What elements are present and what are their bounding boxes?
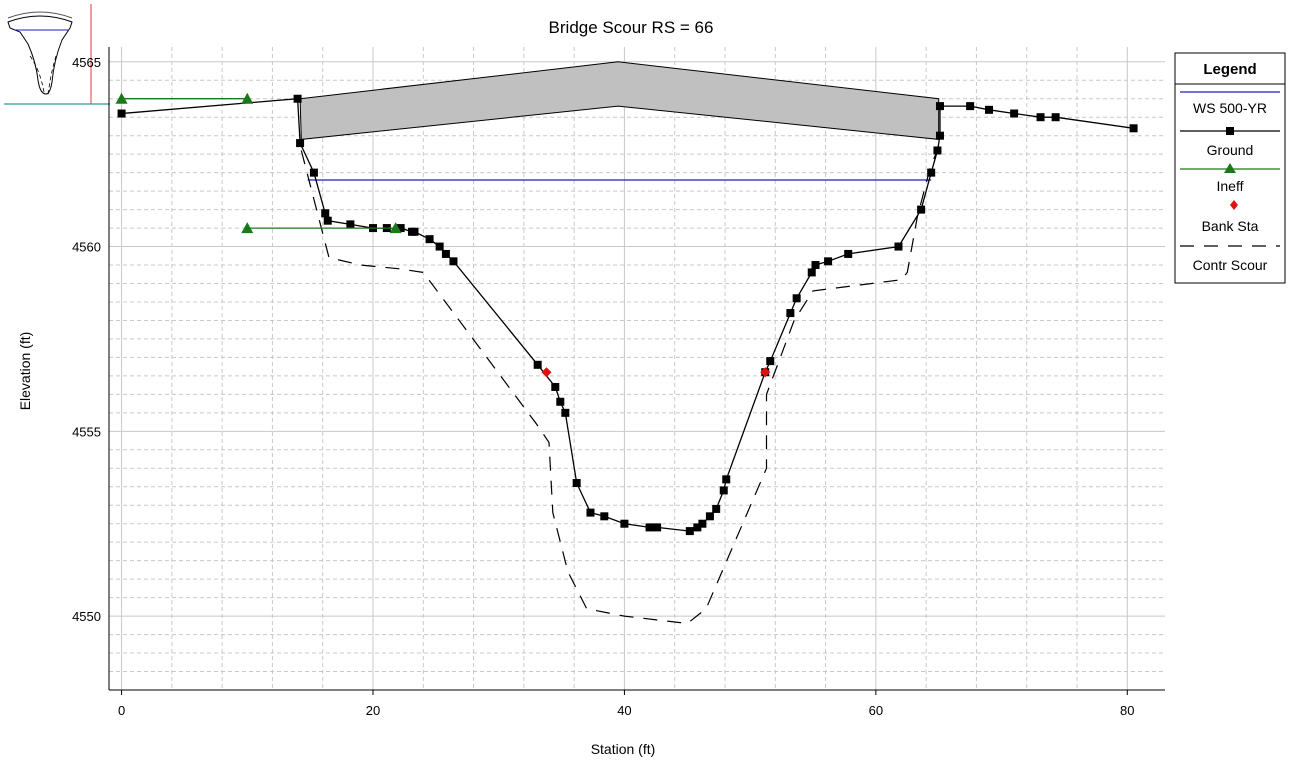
ground-point: [1129, 124, 1138, 133]
y-tick-label: 4555: [72, 424, 101, 439]
series-contr-scour: [300, 146, 940, 625]
axes: [108, 47, 1165, 691]
ground-point: [561, 408, 570, 417]
series-ground: [117, 94, 1138, 536]
ground-point: [933, 146, 942, 155]
legend-label-scour: Contr Scour: [1193, 257, 1268, 273]
ground-point: [1010, 109, 1019, 118]
ground-point: [396, 224, 405, 233]
ground-point: [425, 235, 434, 244]
legend-title: Legend: [1203, 61, 1256, 78]
bank-sta-marker: [541, 367, 552, 378]
ground-point: [985, 105, 993, 114]
ground-point: [620, 519, 629, 528]
ground-line: [121, 97, 1134, 532]
legend-label-bank: Bank Sta: [1202, 218, 1259, 234]
ground-point: [917, 205, 926, 214]
legend-ineff-marker: [1224, 163, 1236, 173]
overview-thumbnail[interactable]: [4, 4, 110, 105]
ground-point: [894, 242, 903, 251]
ground-point: [586, 508, 595, 517]
ground-point: [766, 357, 775, 366]
ground-point: [309, 168, 318, 177]
ground-point: [935, 131, 944, 140]
thumbnail-section-outline: [7, 15, 73, 95]
ground-point: [441, 249, 450, 258]
ground-point: [1051, 113, 1060, 122]
ground-point: [811, 261, 820, 270]
x-axis-label: Station (ft): [591, 741, 656, 757]
ground-point: [572, 479, 581, 488]
ground-point: [966, 102, 975, 111]
bank-sta-marker: [760, 367, 771, 378]
thumbnail-background: [4, 4, 102, 104]
ground-point: [786, 309, 795, 318]
ground-point: [533, 360, 542, 369]
x-tick-label: 20: [366, 703, 380, 718]
thumbnail-deck-line: [7, 11, 73, 19]
ground-point: [712, 504, 721, 513]
ineff-marker: [241, 92, 254, 104]
legend-ground-marker: [1226, 127, 1234, 135]
ground-point: [693, 523, 702, 532]
bridge-deck: [299, 61, 940, 140]
ineff-marker: [389, 222, 402, 234]
ground-point: [844, 249, 853, 258]
grid: [109, 47, 1165, 691]
ground-point: [551, 382, 560, 391]
y-tick-label: 4560: [72, 240, 101, 255]
ground-point: [719, 486, 728, 495]
ground-point: [449, 257, 458, 266]
ground-point: [705, 512, 714, 521]
x-tick-label: 0: [118, 703, 125, 718]
series-bank-sta: [541, 367, 771, 378]
scour-line: [300, 146, 940, 625]
ground-point: [296, 139, 305, 148]
y-tick-label: 4565: [72, 55, 101, 70]
ground-point: [792, 294, 801, 303]
ground-point: [117, 109, 126, 118]
ground-point: [435, 242, 444, 251]
ground-point: [698, 519, 707, 528]
ground-point: [556, 397, 565, 406]
legend-label-ws: WS 500-YR: [1193, 100, 1267, 116]
ground-point: [293, 94, 302, 103]
ground-point: [653, 523, 662, 532]
tick-labels: 0 20 40 60 80 4550 4555 4560 4565: [72, 55, 1134, 718]
ground-point: [685, 527, 694, 536]
ground-point: [935, 102, 944, 111]
x-tick-label: 40: [617, 703, 631, 718]
y-tick-label: 4550: [72, 609, 101, 624]
ground-point: [824, 257, 833, 266]
series-ineff: [115, 92, 402, 234]
thumbnail-scour-line: [29, 55, 57, 97]
legend: Legend WS 500-YR Ground Ineff Bank Sta C…: [1174, 52, 1286, 284]
chart-title: Bridge Scour RS = 66: [549, 18, 714, 37]
ground-point: [321, 209, 330, 218]
bridge-deck-fill: [299, 61, 940, 140]
ground-point: [323, 216, 332, 225]
ground-point: [600, 512, 609, 521]
legend-label-ground: Ground: [1207, 142, 1254, 158]
legend-label-ineff: Ineff: [1217, 178, 1244, 194]
ground-point: [1036, 113, 1045, 122]
x-tick-label: 60: [869, 703, 883, 718]
ineff-marker: [115, 92, 128, 104]
ground-point: [807, 268, 816, 277]
ground-point: [927, 168, 936, 177]
ground-point: [346, 220, 355, 229]
ground-point: [410, 227, 419, 236]
y-axis-label: Elevation (ft): [17, 332, 33, 411]
ineff-marker: [241, 222, 254, 234]
ground-point: [645, 523, 654, 532]
x-tick-label: 80: [1120, 703, 1134, 718]
legend-bank-marker: [1230, 200, 1238, 210]
ground-point: [722, 475, 731, 484]
